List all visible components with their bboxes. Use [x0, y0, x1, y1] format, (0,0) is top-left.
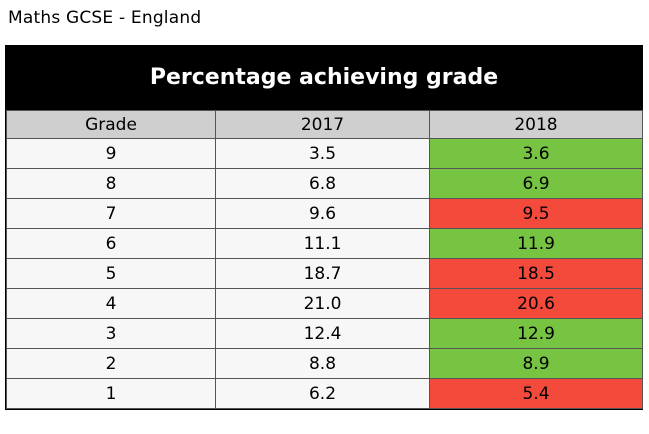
grade-cell: 6	[6, 228, 216, 259]
value-2018-cell: 6.9	[429, 168, 643, 199]
value-2018-cell: 8.9	[429, 348, 643, 379]
value-2017-cell: 3.5	[215, 138, 430, 169]
value-2018-cell: 5.4	[429, 378, 643, 409]
table-row: 1 6.2 5.4	[6, 378, 643, 409]
value-2017-cell: 11.1	[215, 228, 430, 259]
grade-cell: 5	[6, 258, 216, 289]
table-row: 5 18.7 18.5	[6, 258, 643, 289]
column-header-2017: 2017	[215, 110, 430, 139]
grade-table: Percentage achieving grade Grade 2017 20…	[5, 45, 643, 410]
grade-cell: 7	[6, 198, 216, 229]
table-row: 9 3.5 3.6	[6, 138, 643, 169]
value-2018-cell: 12.9	[429, 318, 643, 349]
value-2017-cell: 12.4	[215, 318, 430, 349]
value-2018-cell: 18.5	[429, 258, 643, 289]
grade-cell: 4	[6, 288, 216, 319]
value-2017-cell: 21.0	[215, 288, 430, 319]
table-row: 2 8.8 8.9	[6, 348, 643, 379]
value-2017-cell: 18.7	[215, 258, 430, 289]
header-row: Grade 2017 2018	[6, 110, 643, 139]
grade-cell: 9	[6, 138, 216, 169]
table-body: 9 3.5 3.6 8 6.8 6.9 7 9.6 9.5 6 11.1 11.9 5 18.7 18.5 4…	[6, 138, 643, 409]
value-2017-cell: 8.8	[215, 348, 430, 379]
table-row: 8 6.8 6.9	[6, 168, 643, 199]
table-row: 7 9.6 9.5	[6, 198, 643, 229]
value-2017-cell: 6.8	[215, 168, 430, 199]
data-table: Grade 2017 2018 9 3.5 3.6 8 6.8 6.9 7 9.6 9.5 6 11…	[6, 110, 643, 409]
value-2018-cell: 20.6	[429, 288, 643, 319]
value-2017-cell: 9.6	[215, 198, 430, 229]
grade-cell: 1	[6, 378, 216, 409]
column-header-2018: 2018	[429, 110, 643, 139]
value-2018-cell: 3.6	[429, 138, 643, 169]
column-header-grade: Grade	[6, 110, 216, 139]
table-row: 4 21.0 20.6	[6, 288, 643, 319]
table-title: Percentage achieving grade	[6, 46, 642, 110]
value-2017-cell: 6.2	[215, 378, 430, 409]
grade-cell: 3	[6, 318, 216, 349]
value-2018-cell: 11.9	[429, 228, 643, 259]
grade-cell: 8	[6, 168, 216, 199]
table-row: 3 12.4 12.9	[6, 318, 643, 349]
grade-cell: 2	[6, 348, 216, 379]
table-row: 6 11.1 11.9	[6, 228, 643, 259]
value-2018-cell: 9.5	[429, 198, 643, 229]
page-title: Maths GCSE - England	[8, 8, 202, 28]
